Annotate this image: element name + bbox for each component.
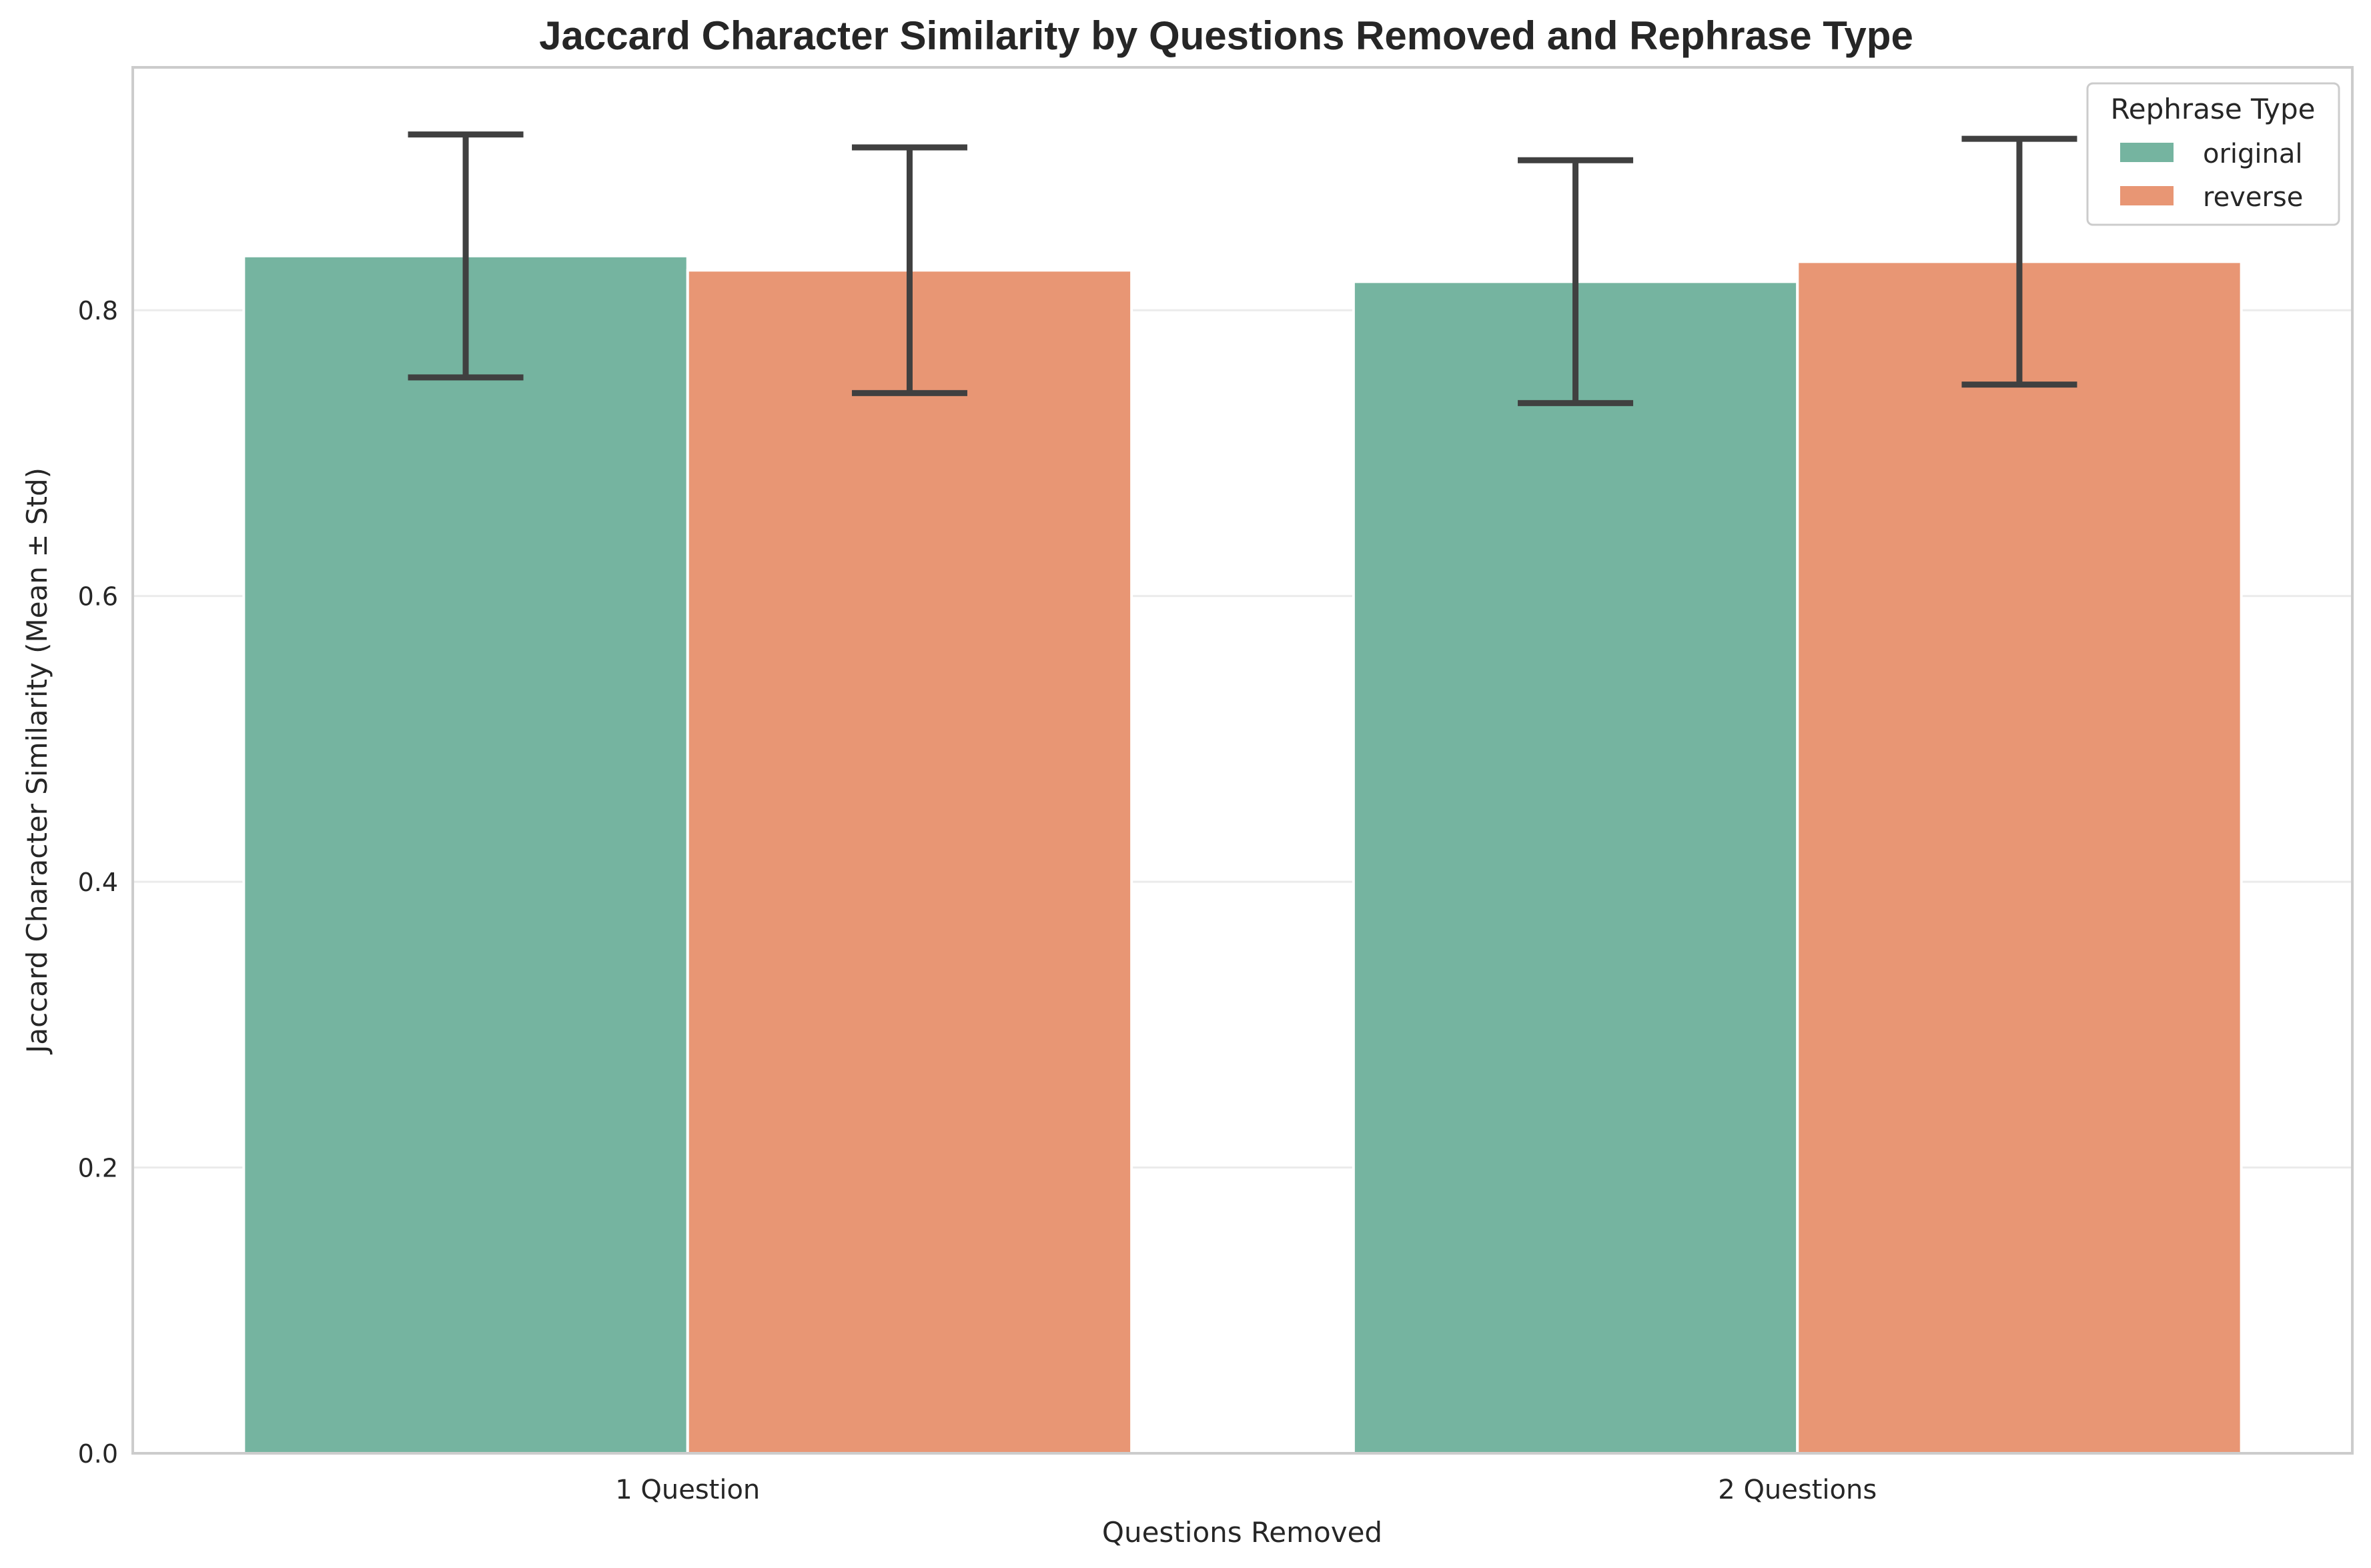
y-axis-ticks: 0.0 0.2 0.4 0.6 0.8 <box>78 296 118 1469</box>
error-bar-reverse <box>851 144 967 396</box>
bar-reverse <box>686 269 1133 1455</box>
legend: Rephrase Type original reverse <box>2086 82 2340 226</box>
y-axis-label: Jaccard Character Similarity (Mean ± Std… <box>21 468 53 1055</box>
legend-label-original: original <box>2203 139 2303 169</box>
y-tick-label: 0.0 <box>78 1439 118 1469</box>
plot-frame <box>131 66 2354 1455</box>
legend-swatch-original <box>2120 143 2174 162</box>
x-tick-label: 2 Questions <box>1718 1475 1877 1505</box>
x-axis-ticks: 1 Question 2 Questions <box>615 1475 1877 1505</box>
legend-label-reverse: reverse <box>2203 182 2303 213</box>
error-bar-original <box>1518 157 1634 406</box>
legend-title: Rephrase Type <box>2111 93 2316 125</box>
y-tick-label: 0.6 <box>78 582 118 612</box>
bar-original <box>242 254 689 1455</box>
error-bar-reverse <box>1961 135 2077 388</box>
x-tick-label: 1 Question <box>615 1475 760 1505</box>
y-tick-label: 0.8 <box>78 296 118 325</box>
error-bar-original <box>408 131 524 381</box>
y-tick-label: 0.4 <box>78 868 118 897</box>
y-tick-label: 0.2 <box>78 1154 118 1183</box>
legend-swatch-reverse <box>2120 186 2174 205</box>
bar-reverse <box>1796 260 2243 1455</box>
bars <box>242 254 2243 1455</box>
chart-title: Jaccard Character Similarity by Question… <box>539 13 1913 58</box>
bar-original <box>1352 280 1799 1455</box>
x-axis-label: Questions Removed <box>1102 1516 1382 1549</box>
error-bars <box>408 131 2077 406</box>
